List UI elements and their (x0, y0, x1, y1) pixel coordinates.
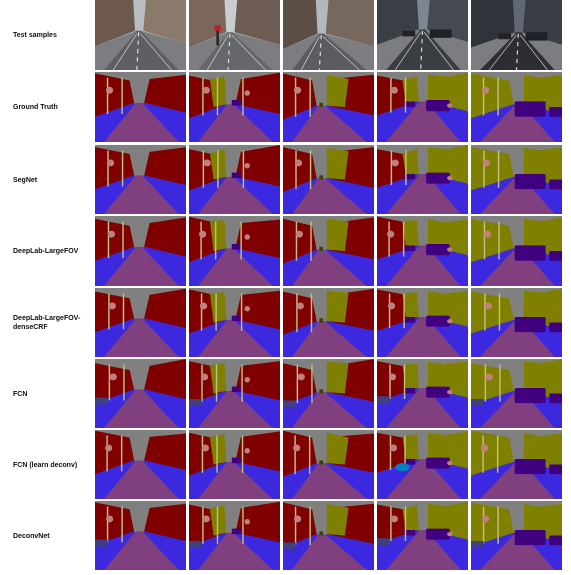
segmentation-map (95, 145, 186, 214)
segmentation-map (471, 216, 562, 286)
segmentation-map (471, 430, 562, 499)
segmentation-map (95, 216, 186, 286)
segmentation-map (377, 216, 468, 286)
segmentation-map (377, 145, 468, 214)
test-sample-image (283, 0, 374, 70)
segmentation-map (283, 430, 374, 499)
segmentation-map (471, 145, 562, 214)
segmentation-map (377, 501, 468, 570)
test-sample-image (471, 0, 562, 70)
segmentation-map (95, 501, 186, 570)
row-label: DeconvNet (13, 532, 50, 540)
segmentation-map (377, 359, 468, 428)
segmentation-map (189, 72, 280, 142)
test-sample-image (377, 0, 468, 70)
segmentation-map (377, 288, 468, 357)
segmentation-map (283, 501, 374, 570)
segmentation-map (189, 145, 280, 214)
segmentation-map (189, 288, 280, 357)
segmentation-map (377, 72, 468, 142)
segmentation-map (471, 288, 562, 357)
row-label: FCN (13, 390, 28, 398)
row-label: DeepLab-LargeFOV (13, 248, 79, 255)
segmentation-map (283, 216, 374, 286)
segmentation-map (189, 430, 280, 499)
segmentation-map (95, 288, 186, 357)
segmentation-map (283, 145, 374, 214)
segmentation-map (189, 359, 280, 428)
segmentation-map (189, 216, 280, 286)
segmentation-map (283, 359, 374, 428)
row-label: Ground Truth (13, 104, 58, 111)
segmentation-map (189, 501, 280, 570)
test-sample-image (95, 0, 186, 70)
row-label: DeepLab-LargeFOV-denseCRF (13, 314, 81, 331)
segmentation-map (95, 359, 186, 428)
segmentation-map (283, 72, 374, 142)
segmentation-map (471, 501, 562, 570)
test-sample-image (189, 0, 280, 70)
segmentation-map (95, 430, 186, 499)
segmentation-map (471, 359, 562, 428)
segmentation-map (95, 72, 186, 142)
row-label: FCN (learn deconv) (13, 461, 78, 469)
segmentation-map (471, 72, 562, 142)
row-label: Test samples (13, 32, 57, 39)
segmentation-map (377, 430, 468, 499)
segmentation-map (283, 288, 374, 357)
row-label: SegNet (13, 176, 38, 184)
